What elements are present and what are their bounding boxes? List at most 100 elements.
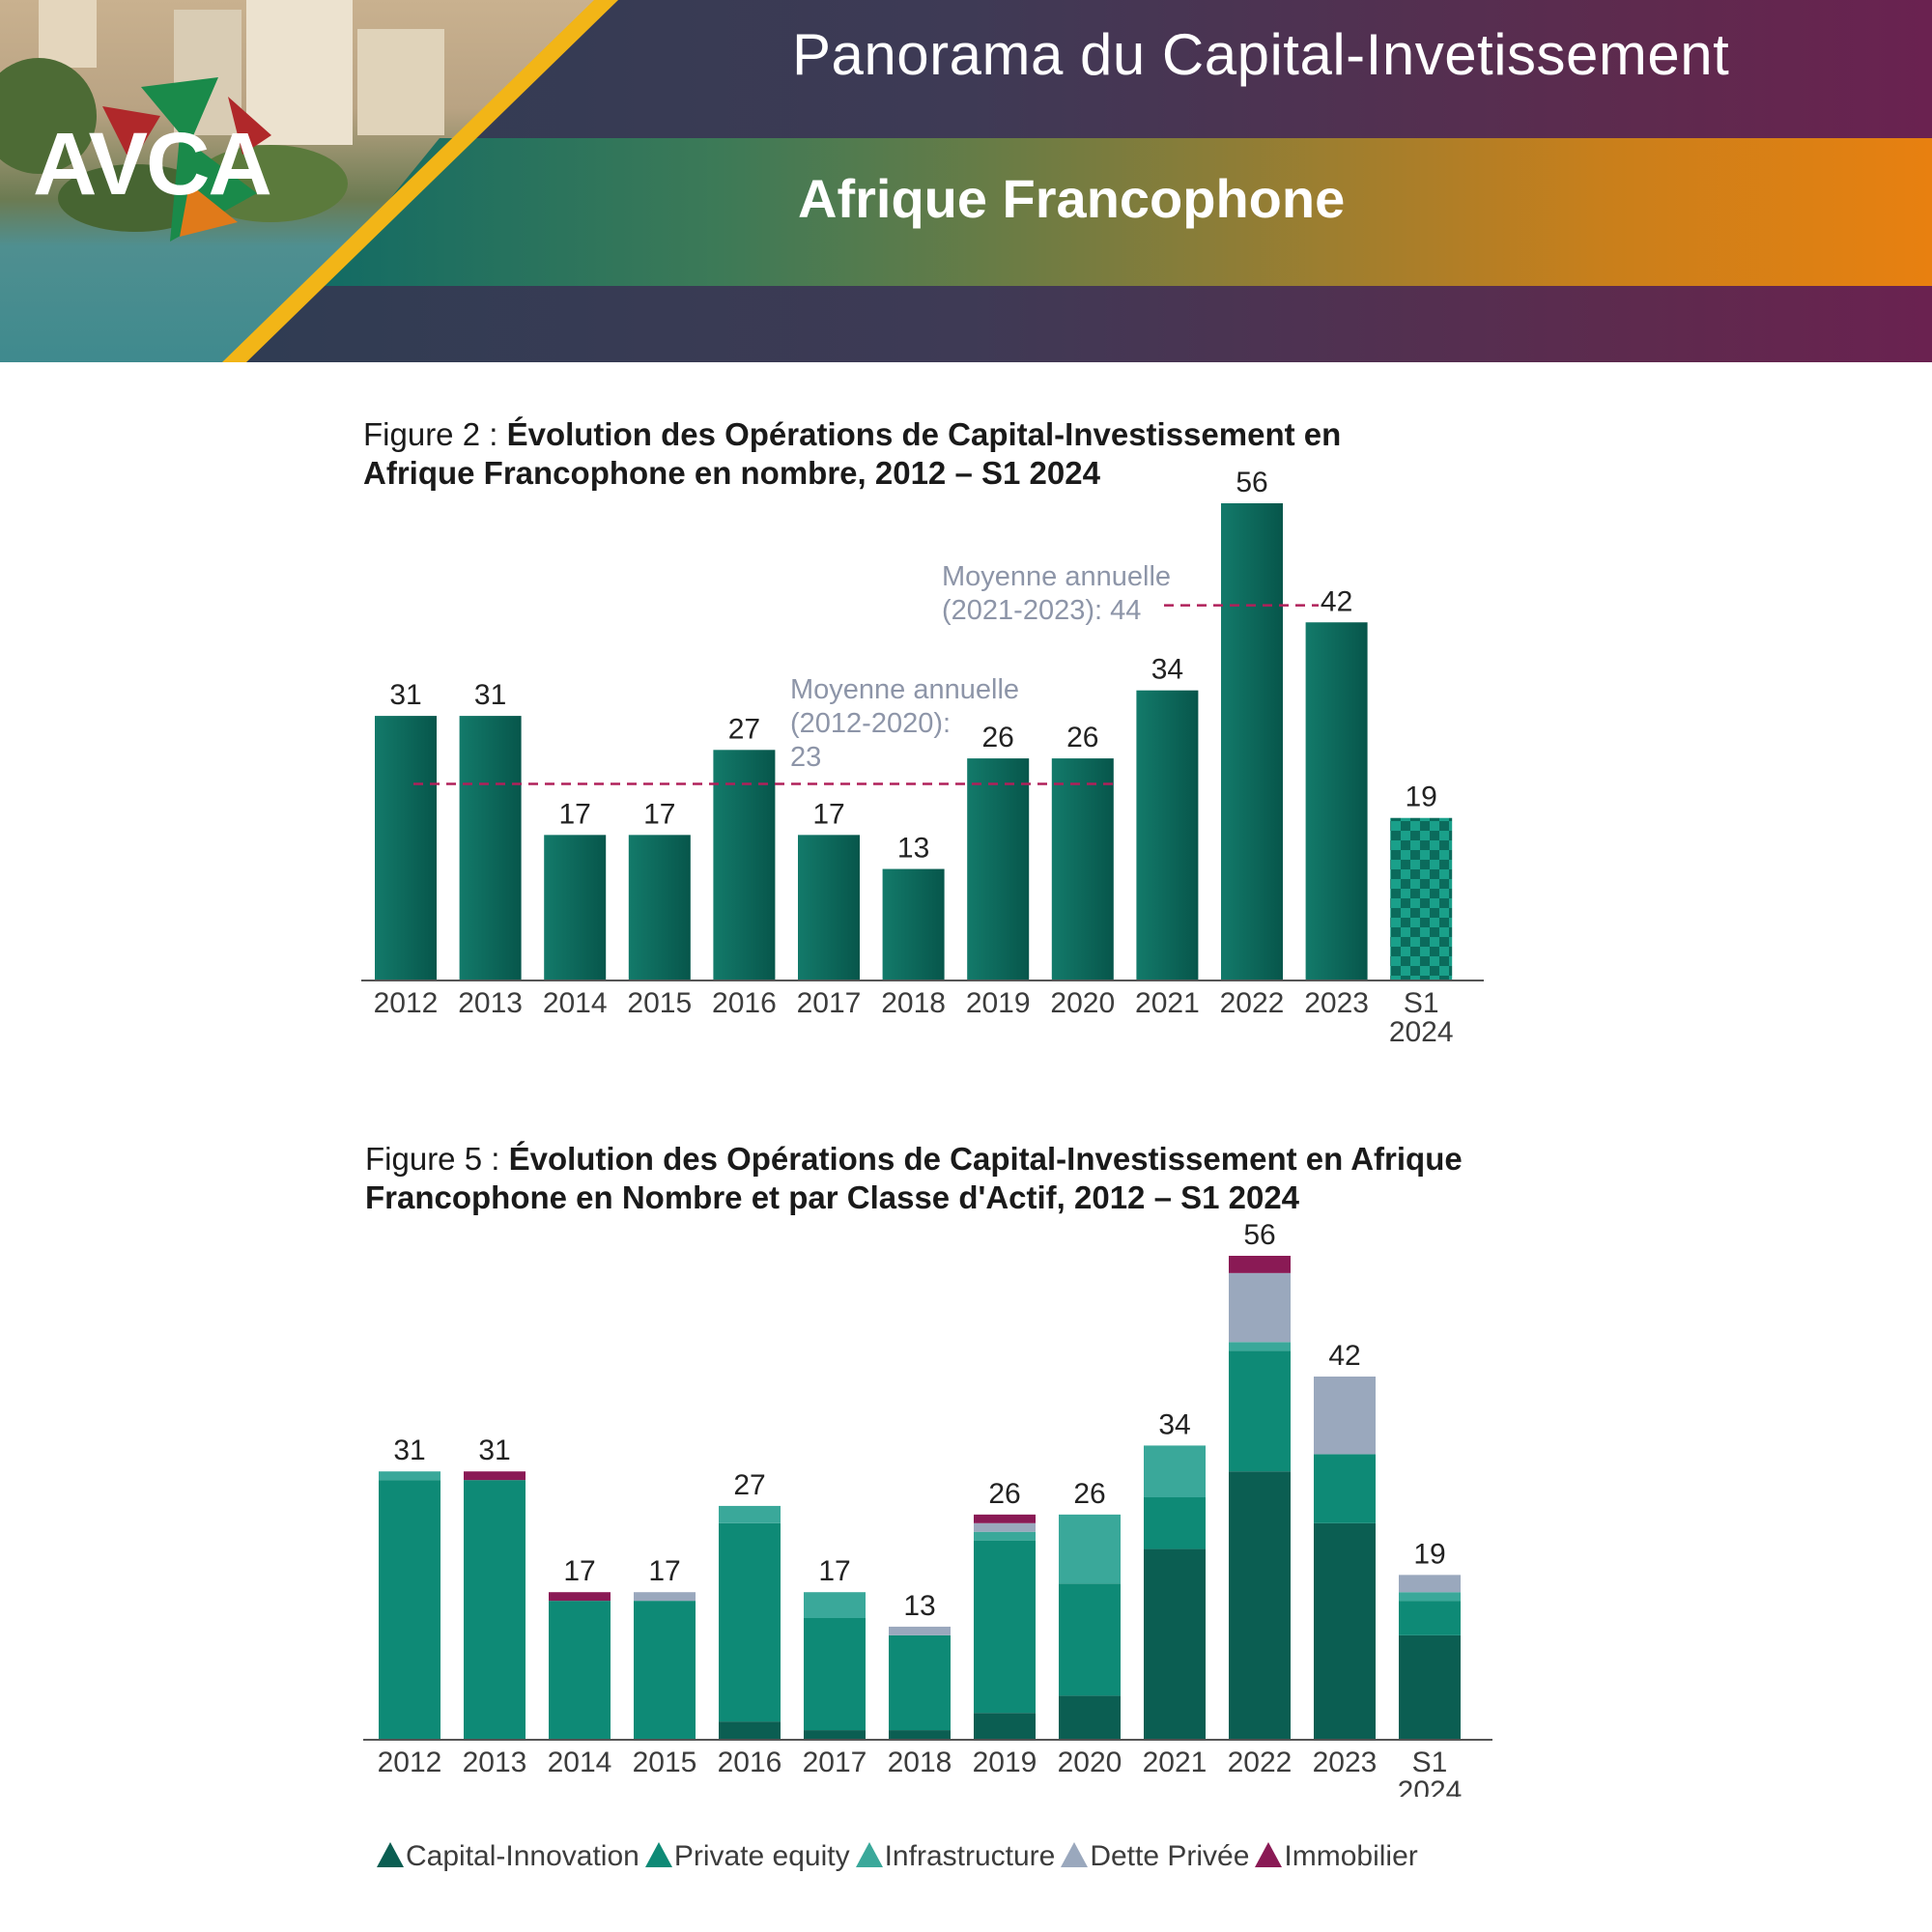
segment-private-equity — [464, 1480, 526, 1739]
page-subtitle: Afrique Francophone — [798, 168, 1346, 229]
data-label: 17 — [643, 798, 675, 830]
x-tick-label: 2017 — [803, 1747, 867, 1778]
figure5-title-line1: Évolution des Opérations de Capital-Inve… — [508, 1141, 1463, 1177]
legend-item: Immobilier — [1255, 1840, 1418, 1873]
x-tick-label: 2021 — [1143, 1747, 1208, 1778]
segment-capital-innovation — [804, 1730, 866, 1739]
x-tick-label: 2012 — [378, 1747, 442, 1778]
x-tick-label: 2021 — [1135, 987, 1200, 1019]
segment-infrastructure — [379, 1471, 440, 1481]
segment-dette-priv-e — [889, 1626, 951, 1635]
segment-immobilier — [974, 1514, 1036, 1523]
figure2-title: Figure 2 : Évolution des Opérations de C… — [363, 415, 1435, 493]
figure2-title-prefix: Figure 2 : — [363, 416, 507, 452]
total-label: 26 — [1073, 1478, 1105, 1510]
figure2-title-line2: Afrique Francophone en nombre, 2012 – S1… — [363, 455, 1100, 491]
tree-shape — [0, 58, 97, 174]
bar-s1-2024 — [1390, 817, 1453, 980]
segment-private-equity — [1314, 1454, 1376, 1523]
segment-private-equity — [1059, 1583, 1121, 1696]
total-label: 26 — [988, 1478, 1020, 1510]
segment-private-equity — [804, 1618, 866, 1731]
figure2-title-line1: Évolution des Opérations de Capital-Inve… — [506, 416, 1342, 452]
data-label: 17 — [559, 798, 591, 830]
data-label: 13 — [897, 833, 929, 865]
segment-capital-innovation — [719, 1721, 781, 1739]
total-label: 13 — [903, 1590, 935, 1622]
average-annotation: Moyenne annuelle (2012-2020): 23 — [790, 674, 1019, 773]
segment-dette-priv-e — [1399, 1575, 1461, 1593]
x-tick-label: 2016 — [712, 987, 777, 1019]
diagonal-stripe — [222, 0, 618, 362]
legend-label: Capital-Innovation — [406, 1840, 639, 1872]
segment-capital-innovation — [974, 1713, 1036, 1739]
legend-label: Dette Privée — [1090, 1840, 1250, 1872]
segment-capital-innovation — [1314, 1522, 1376, 1739]
figure5-stacked-bar-chart: 31 31 17 17 27 17 13 26 26 34 56 42 19 2012 2013 2014 20… — [363, 1219, 1492, 1797]
segment-private-equity — [1144, 1497, 1206, 1549]
bar-2019 — [967, 758, 1030, 980]
legend-label: Immobilier — [1284, 1840, 1418, 1872]
data-label: 19 — [1406, 781, 1437, 813]
bar-2015 — [628, 835, 691, 980]
bar-2021 — [1136, 690, 1199, 980]
data-label: 27 — [728, 713, 760, 745]
data-label: 26 — [1066, 722, 1098, 753]
segment-capital-innovation — [1229, 1471, 1291, 1739]
total-label: 19 — [1413, 1538, 1445, 1570]
x-tick-label: 2019 — [973, 1747, 1037, 1778]
bar-2023 — [1305, 622, 1368, 980]
figure5-legend: Capital-Innovation Private equity Infrastr… — [377, 1840, 1536, 1879]
segment-dette-priv-e — [634, 1592, 696, 1602]
segment-private-equity — [379, 1480, 440, 1739]
segment-infrastructure — [719, 1505, 781, 1523]
triangle-marker-icon — [644, 1842, 672, 1867]
segment-capital-innovation — [1144, 1548, 1206, 1739]
segment-private-equity — [889, 1634, 951, 1731]
triangle-marker-icon — [377, 1842, 404, 1867]
segment-immobilier — [1229, 1256, 1291, 1273]
x-tick-label: 2022 — [1220, 987, 1285, 1019]
segment-immobilier — [464, 1471, 526, 1481]
x-tick-label: 2023 — [1313, 1747, 1378, 1778]
segment-infrastructure — [974, 1531, 1036, 1541]
total-label: 34 — [1158, 1408, 1190, 1440]
total-label: 27 — [733, 1469, 765, 1501]
bar-2022 — [1221, 503, 1283, 980]
segment-capital-innovation — [1399, 1634, 1461, 1739]
x-tick-label: 2020 — [1058, 1747, 1122, 1778]
avca-logo-icon — [102, 77, 271, 242]
segment-dette-priv-e — [1229, 1272, 1291, 1343]
subtitle-band — [319, 138, 1932, 286]
figure5-title: Figure 5 : Évolution des Opérations de C… — [365, 1140, 1573, 1217]
data-label: 56 — [1236, 467, 1267, 498]
x-tick-label: 2017 — [797, 987, 862, 1019]
data-label: 34 — [1151, 654, 1183, 686]
x-tick-label: 2023 — [1304, 987, 1369, 1019]
data-label: 31 — [474, 679, 506, 711]
segment-dette-priv-e — [1314, 1377, 1376, 1455]
total-label: 31 — [478, 1435, 510, 1466]
segment-infrastructure — [1229, 1342, 1291, 1351]
page-title: Panorama du Capital-Invetissement — [792, 22, 1730, 87]
segment-private-equity — [1399, 1601, 1461, 1635]
building-shape — [39, 0, 97, 68]
segment-private-equity — [1229, 1350, 1291, 1472]
legend-item: Private equity — [644, 1840, 850, 1873]
segment-capital-innovation — [1059, 1695, 1121, 1739]
data-label: 26 — [982, 722, 1014, 753]
segment-dette-priv-e — [974, 1522, 1036, 1532]
x-tick-label: 2018 — [888, 1747, 952, 1778]
bar-2013 — [459, 716, 522, 980]
bar-2016 — [713, 750, 776, 980]
segment-private-equity — [549, 1601, 611, 1739]
figure5-title-prefix: Figure 5 : — [365, 1141, 509, 1177]
triangle-marker-icon — [1061, 1842, 1089, 1867]
bar-2014 — [544, 835, 607, 980]
segment-immobilier — [549, 1592, 611, 1602]
x-tick-label: 2014 — [548, 1747, 612, 1778]
average-annotation: Moyenne annuelle (2021-2023): 44 — [942, 561, 1171, 626]
data-label: 17 — [812, 798, 844, 830]
x-tick-label: S1 2024 — [1398, 1747, 1463, 1797]
segment-private-equity — [719, 1522, 781, 1722]
